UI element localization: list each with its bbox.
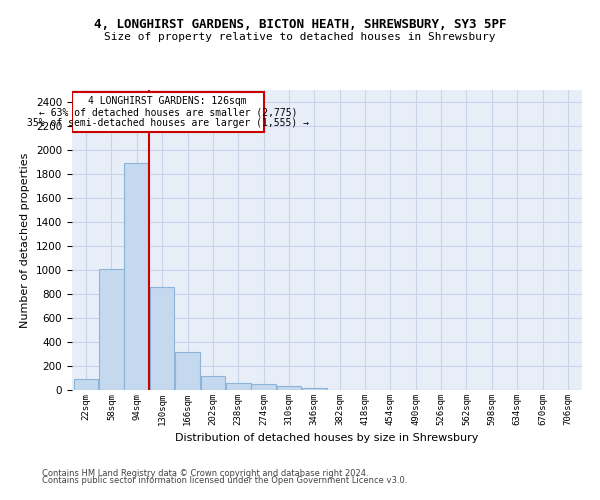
Bar — [277, 386, 301, 390]
Bar — [72, 92, 263, 132]
Bar — [226, 383, 251, 390]
Bar — [150, 287, 175, 390]
Text: Contains HM Land Registry data © Crown copyright and database right 2024.: Contains HM Land Registry data © Crown c… — [42, 468, 368, 477]
Text: 4, LONGHIRST GARDENS, BICTON HEATH, SHREWSBURY, SY3 5PF: 4, LONGHIRST GARDENS, BICTON HEATH, SHRE… — [94, 18, 506, 30]
Bar — [99, 269, 124, 390]
Bar — [175, 352, 200, 390]
Bar — [74, 378, 98, 390]
Bar — [124, 163, 149, 390]
Text: ← 63% of detached houses are smaller (2,775): ← 63% of detached houses are smaller (2,… — [38, 108, 297, 118]
Bar — [251, 384, 276, 390]
Y-axis label: Number of detached properties: Number of detached properties — [20, 152, 31, 328]
Text: 35% of semi-detached houses are larger (1,555) →: 35% of semi-detached houses are larger (… — [27, 118, 309, 128]
Text: Contains public sector information licensed under the Open Government Licence v3: Contains public sector information licen… — [42, 476, 407, 485]
Bar — [200, 376, 225, 390]
Text: Size of property relative to detached houses in Shrewsbury: Size of property relative to detached ho… — [104, 32, 496, 42]
Text: 4 LONGHIRST GARDENS: 126sqm: 4 LONGHIRST GARDENS: 126sqm — [88, 96, 247, 106]
Bar — [302, 388, 326, 390]
X-axis label: Distribution of detached houses by size in Shrewsbury: Distribution of detached houses by size … — [175, 434, 479, 444]
